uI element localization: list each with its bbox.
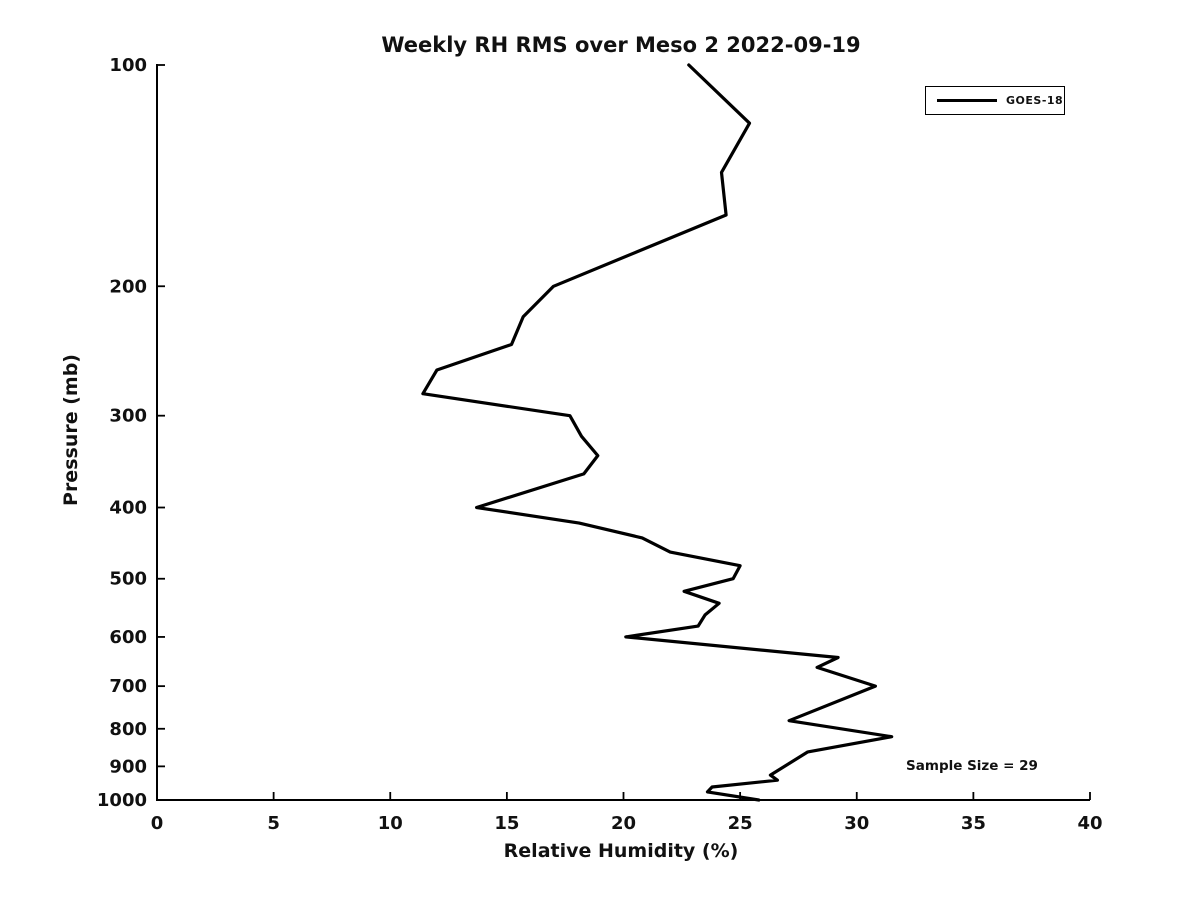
y-tick-label: 200 [109,276,147,297]
series-line-goes-18 [421,63,894,802]
y-tick-label: 1000 [97,790,147,811]
x-tick-label: 20 [611,813,636,834]
x-tick-label: 30 [844,813,869,834]
y-axis-label: Pressure (mb) [60,354,82,506]
y-tick-label: 400 [109,498,147,519]
y-tick-label: 700 [109,676,147,697]
legend-label: GOES-18 [1006,94,1064,107]
y-tick-label: 900 [109,756,147,777]
x-tick-label: 5 [267,813,280,834]
sample-size-annotation: Sample Size = 29 [906,758,1038,774]
legend-line-sample [937,98,997,103]
y-tick-label: 600 [109,627,147,648]
x-tick-label: 15 [494,813,519,834]
x-axis-label: Relative Humidity (%) [503,840,739,862]
x-tick-label: 35 [961,813,986,834]
y-tick-label: 500 [109,569,147,590]
x-tick-label: 0 [151,813,164,834]
x-tick-label: 10 [378,813,403,834]
x-tick-label: 25 [728,813,753,834]
chart-title: Weekly RH RMS over Meso 2 2022-09-19 [381,33,861,57]
legend: GOES-18 [925,86,1065,115]
x-tick-label: 40 [1077,813,1102,834]
y-tick-label: 300 [109,406,147,427]
y-tick-label: 100 [109,55,147,76]
y-tick-label: 800 [109,719,147,740]
